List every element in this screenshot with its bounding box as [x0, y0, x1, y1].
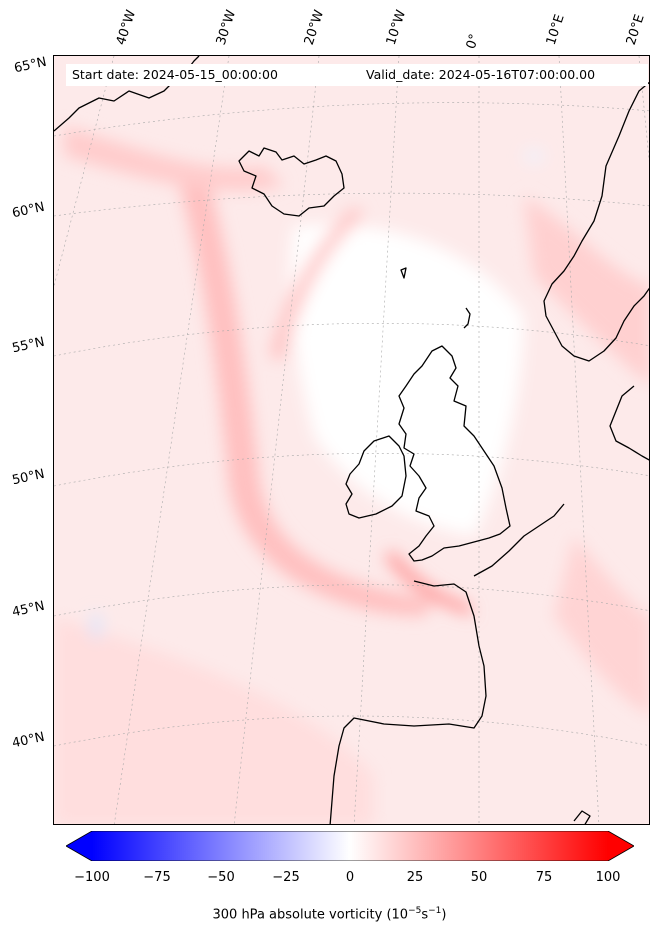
- lat-label-45n: 45°N: [10, 598, 46, 621]
- lon-label-10e: 10°E: [543, 12, 568, 48]
- colorbar-title: 300 hPa absolute vorticity (10−5s−1): [0, 906, 659, 922]
- coastlines: [54, 56, 649, 824]
- colorbar-title-close: ): [441, 907, 447, 923]
- colorbar-title-exp2: −1: [428, 906, 442, 916]
- lon-label-30w: 30°W: [213, 8, 240, 47]
- colorbar-tick-50: 50: [470, 870, 488, 885]
- colorbar-tick-25: 25: [406, 870, 424, 885]
- valid-date-label: Valid_date: 2024-05-16T07:00:00.00: [360, 64, 648, 86]
- start-date-label: Start date: 2024-05-15_00:00:00: [66, 64, 368, 86]
- colorbar-tick-100: 100: [595, 870, 621, 885]
- lon-label-0: 0°: [463, 32, 483, 51]
- colorbar-title-exp: −5: [408, 906, 422, 916]
- colorbar-tick-neg25: −25: [272, 870, 300, 885]
- lon-label-20w: 20°W: [301, 8, 328, 47]
- colorbar-min-extend: [66, 831, 92, 861]
- lat-label-60n: 60°N: [10, 199, 46, 222]
- map-canvas: [54, 56, 649, 824]
- vorticity-map: [53, 55, 650, 825]
- colorbar-tick-0: 0: [345, 870, 355, 885]
- lat-label-50n: 50°N: [10, 466, 46, 489]
- colorbar-tick-neg50: −50: [207, 870, 235, 885]
- colorbar-gradient: [92, 831, 608, 861]
- lon-label-40w: 40°W: [113, 8, 140, 47]
- colorbar-title-text: 300 hPa absolute vorticity (10: [212, 907, 409, 923]
- vorticity-field: [54, 126, 649, 824]
- colorbar-tick-neg75: −75: [143, 870, 171, 885]
- lon-label-10w: 10°W: [383, 8, 410, 47]
- lat-label-40n: 40°N: [10, 729, 46, 752]
- colorbar-max-extend: [608, 831, 634, 861]
- colorbar: [66, 831, 634, 861]
- lat-label-55n: 55°N: [10, 334, 46, 357]
- graticule: [54, 56, 649, 824]
- lat-label-65n: 65°N: [12, 54, 48, 77]
- colorbar-tick-75: 75: [535, 870, 553, 885]
- colorbar-title-unit: s: [421, 907, 429, 923]
- colorbar-tick-neg100: −100: [74, 870, 110, 885]
- lon-label-20e: 20°E: [623, 12, 648, 48]
